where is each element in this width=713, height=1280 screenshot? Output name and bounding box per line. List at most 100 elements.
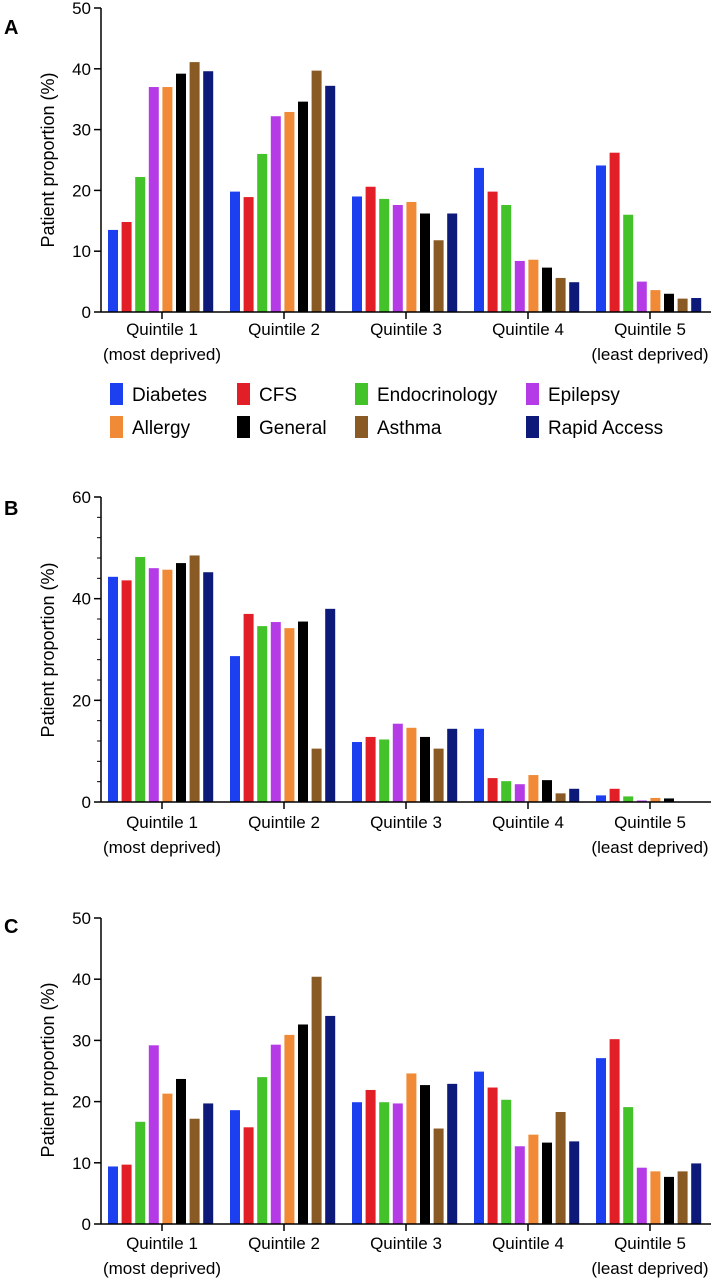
x-tick-label: Quintile 2 <box>248 320 320 339</box>
legend-item: Asthma <box>355 416 442 439</box>
bar <box>379 739 390 802</box>
x-tick-label: Quintile 5 <box>614 813 686 832</box>
bar <box>474 167 484 312</box>
bar <box>433 240 444 312</box>
bar <box>365 1089 376 1224</box>
bar <box>528 1134 539 1224</box>
bar <box>284 111 295 312</box>
bar <box>365 186 376 312</box>
panel-letter: C <box>4 916 18 938</box>
bar <box>284 1034 295 1224</box>
bar <box>664 293 674 312</box>
bar <box>284 628 295 802</box>
bar <box>148 87 159 312</box>
bar <box>135 1121 146 1224</box>
bar <box>569 788 580 802</box>
bar <box>664 798 674 802</box>
x-tick-label: (most deprived) <box>103 345 221 364</box>
x-tick-label: Quintile 1 <box>126 1234 198 1253</box>
bar <box>298 101 308 313</box>
bar <box>433 1128 444 1224</box>
legend: Diabetes CFS Endocrinology Epilepsy Allergy G… <box>110 383 663 439</box>
bar <box>555 1112 566 1224</box>
legend-item: Diabetes <box>110 383 207 406</box>
bar <box>352 742 362 802</box>
bar <box>257 626 268 802</box>
bar <box>108 1166 118 1224</box>
bar <box>176 73 186 312</box>
y-tick-label: 30 <box>72 121 91 140</box>
y-tick-label: 0 <box>82 1215 91 1234</box>
bar <box>501 204 512 312</box>
legend-label: Diabetes <box>132 385 207 406</box>
legend-swatch <box>526 383 539 405</box>
legend-swatch <box>355 416 368 438</box>
bar <box>596 165 606 312</box>
x-tick-label: Quintile 1 <box>126 320 198 339</box>
legend-swatch <box>110 383 123 405</box>
bar <box>392 723 403 802</box>
legend-swatch <box>237 416 250 438</box>
bar <box>203 1103 214 1224</box>
bar <box>298 621 308 802</box>
y-tick-label: 40 <box>72 970 91 989</box>
x-tick-label: Quintile 1 <box>126 813 198 832</box>
x-tick-label: (most deprived) <box>103 1259 221 1278</box>
bar <box>135 556 146 802</box>
bar <box>230 656 240 802</box>
bar <box>555 277 566 312</box>
bar <box>474 1071 484 1224</box>
bar <box>270 116 281 312</box>
bar <box>609 1039 620 1224</box>
bar <box>501 781 512 802</box>
y-tick-label: 0 <box>82 793 91 812</box>
bar <box>406 1073 417 1224</box>
bar <box>609 152 620 312</box>
bar <box>650 290 661 312</box>
legend-swatch <box>355 383 368 405</box>
bar <box>108 576 118 802</box>
panel-a: A Patient proportion (%) 0 10 20 30 40 50 Quinti… <box>4 0 711 364</box>
bar <box>542 1142 552 1224</box>
bar <box>420 1085 430 1224</box>
panel-letter: B <box>4 498 18 520</box>
bar <box>257 1077 268 1224</box>
bar <box>514 1146 525 1224</box>
y-tick-label: 0 <box>82 303 91 322</box>
bar <box>379 198 390 312</box>
bar <box>392 1103 403 1224</box>
bar <box>325 608 336 802</box>
legend-item: Allergy <box>110 416 191 439</box>
bar <box>569 1141 580 1224</box>
y-tick-label: 10 <box>72 1154 91 1173</box>
x-tick-label: (most deprived) <box>103 838 221 857</box>
legend-item: Rapid Access <box>526 416 663 439</box>
bar <box>420 736 430 802</box>
legend-item: CFS <box>237 383 297 406</box>
bar <box>176 1078 186 1224</box>
y-tick-label: 20 <box>72 1093 91 1112</box>
bar <box>406 201 417 312</box>
x-tick-label: (least deprived) <box>591 838 708 857</box>
y-tick-label: 30 <box>72 1031 91 1050</box>
panel-c: C Patient proportion (%) 0 10 20 30 40 50 Quinti… <box>4 909 711 1278</box>
bar <box>691 298 702 312</box>
bar <box>487 778 498 802</box>
y-axis-label: Patient proportion (%) <box>38 562 58 737</box>
bar <box>352 1102 362 1224</box>
bar <box>514 784 525 802</box>
legend-item: Epilepsy <box>526 383 620 406</box>
legend-label: CFS <box>259 385 297 406</box>
legend-item: General <box>237 416 327 439</box>
bar <box>528 775 539 802</box>
bar <box>691 1163 702 1224</box>
bar <box>609 788 620 802</box>
bar <box>270 1044 281 1224</box>
x-tick-label: Quintile 4 <box>492 1234 564 1253</box>
legend-label: Rapid Access <box>548 418 663 439</box>
legend-swatch <box>526 416 539 438</box>
bar <box>121 580 132 802</box>
legend-item: Endocrinology <box>355 383 498 406</box>
y-tick-label: 40 <box>72 590 91 609</box>
y-tick-label: 20 <box>72 181 91 200</box>
